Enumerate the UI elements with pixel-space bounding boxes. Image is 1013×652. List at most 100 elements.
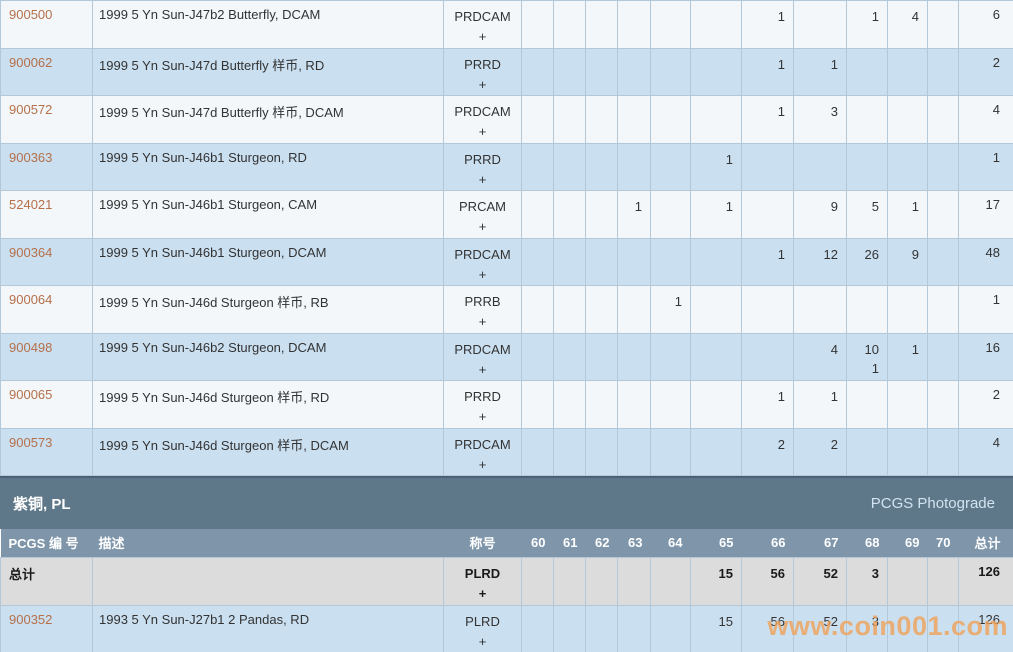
grade-count-cell	[553, 427, 586, 476]
pcgs-number-cell: 900065	[0, 380, 93, 429]
grade-count-cell: 10 1	[846, 332, 888, 381]
pcgs-number-link[interactable]: 900364	[9, 244, 53, 260]
grade-count-cell	[650, 556, 691, 606]
pcgs-number-link[interactable]: 900065	[9, 387, 53, 402]
pcgs-number-link[interactable]: 900573	[9, 434, 53, 450]
column-header-description: 描述	[92, 529, 444, 557]
grade-count-cell	[690, 427, 742, 476]
designation-cell: PRRB +	[443, 285, 522, 334]
grade-count: 52	[823, 613, 838, 629]
grade-count-cell	[846, 47, 888, 96]
designation-label: PRDCAM	[454, 341, 511, 357]
grade-count-cell	[650, 332, 691, 381]
pcgs-number-link[interactable]: 900062	[9, 54, 53, 70]
pcgs-number-cell: 900363	[0, 142, 93, 191]
total-row-label: 总计	[9, 566, 36, 582]
total-count-cell: 2	[958, 47, 1013, 96]
grade-count-cell	[690, 380, 742, 429]
pcgs-number-cell: 900500	[0, 0, 93, 49]
grade-count-cell: 1	[741, 47, 794, 96]
total-count-cell: 4	[958, 95, 1013, 144]
pcgs-number-cell: 524021	[0, 190, 93, 239]
total-count-cell: 48	[958, 237, 1013, 286]
grade-count: 52	[823, 565, 838, 581]
pcgs-number-link[interactable]: 900500	[9, 7, 53, 22]
grade-count-cell: 9	[887, 237, 928, 286]
grade-count-cell	[585, 604, 618, 652]
grade-count-cell	[617, 47, 651, 96]
grade-count: 3	[830, 104, 838, 119]
designation-cell: PRDCAM +	[443, 0, 522, 49]
pcgs-number-link[interactable]: 900572	[9, 102, 53, 117]
grade-count-cell	[521, 95, 554, 144]
grade-count-cell	[741, 142, 794, 191]
table-row: 900500 1999 5 Yn Sun-J47b2 Butterfly, DCA…	[0, 0, 1013, 49]
grade-count-cell	[927, 604, 959, 652]
coin-description: 1993 5 Yn Sun-J27b1 2 Pandas, RD	[92, 604, 444, 652]
grade-count-cell: 15	[690, 556, 742, 606]
pcgs-number-cell: 900062	[0, 47, 93, 96]
grade-count-cell	[927, 332, 959, 381]
grade-count-cell	[617, 0, 651, 49]
grade-count-cell: 15	[690, 604, 742, 652]
table-row: 900498 1999 5 Yn Sun-J46b2 Sturgeon, DCAM…	[0, 332, 1013, 381]
grade-count: 1	[674, 294, 682, 309]
grade-count-cell: 9	[793, 190, 847, 239]
grade-count-cell	[585, 380, 618, 429]
grade-count-cell	[650, 142, 691, 191]
designation-label: PLRD	[465, 613, 500, 629]
table-row: 900062 1999 5 Yn Sun-J47d Butterfly 样币, R…	[0, 47, 1013, 96]
grade-count-cell	[927, 190, 959, 239]
grade-count-cell	[553, 380, 586, 429]
plus-designation-label: +	[478, 76, 487, 92]
grade-count-cell	[617, 380, 651, 429]
grade-count: 56	[770, 565, 785, 581]
designation-cell: PRRD +	[443, 47, 522, 96]
column-header-grade-61: 61	[553, 529, 586, 557]
grade-count-cell	[585, 556, 618, 606]
grade-count-cell	[887, 47, 928, 96]
grade-count: 3	[871, 613, 879, 629]
table-row: 总计 PLRD +15 56 52 3 126	[0, 556, 1013, 606]
grade-count-cell: 1	[741, 380, 794, 429]
grade-count-cell	[741, 285, 794, 334]
pcgs-photograde-link[interactable]: PCGS Photograde	[870, 495, 995, 512]
grade-count-cell	[927, 427, 959, 476]
designation-cell: PLRD +	[443, 556, 522, 606]
grade-count-cell	[690, 332, 742, 381]
grade-count-cell: 2	[741, 427, 794, 476]
grade-count-cell	[521, 380, 554, 429]
pcgs-number-link[interactable]: 900498	[9, 339, 53, 355]
grade-count-cell	[585, 0, 618, 49]
grade-count-cell	[585, 47, 618, 96]
total-count-cell: 16	[958, 332, 1013, 381]
pcgs-number-link[interactable]: 524021	[9, 197, 53, 212]
total-count-cell: 17	[958, 190, 1013, 239]
grade-count-cell	[927, 380, 959, 429]
column-header-grade-65: 65	[690, 529, 742, 557]
grade-count: 1	[911, 341, 919, 357]
grade-count-cell: 52	[793, 604, 847, 652]
grade-count-cell	[617, 285, 651, 334]
grade-count-cell	[690, 237, 742, 286]
grade-count-cell	[650, 237, 691, 286]
grade-count-cell	[650, 0, 691, 49]
pcgs-number-link[interactable]: 900352	[9, 611, 53, 627]
grade-count-cell	[927, 47, 959, 96]
pcgs-number-cell: 900064	[0, 285, 93, 334]
grade-count-cell	[617, 604, 651, 652]
grade-count: 3	[871, 565, 879, 581]
grade-count: 9	[911, 246, 919, 262]
grade-count-cell	[521, 427, 554, 476]
pcgs-number-link[interactable]: 900064	[9, 292, 53, 307]
designation-label: PRDCAM	[454, 436, 511, 452]
column-header-row: PCGS 编 号描述 称号 60 61 62 63 64 65 66 67 68 69 70 总计	[0, 529, 1013, 557]
grade-count-cell: 56	[741, 604, 794, 652]
grade-count-cell: 56	[741, 556, 794, 606]
grade-count: 56	[770, 613, 785, 629]
plus-designation-label: +	[478, 585, 487, 601]
plus-designation-label: +	[478, 633, 487, 649]
grade-count-cell	[846, 142, 888, 191]
pcgs-number-link[interactable]: 900363	[9, 149, 53, 165]
